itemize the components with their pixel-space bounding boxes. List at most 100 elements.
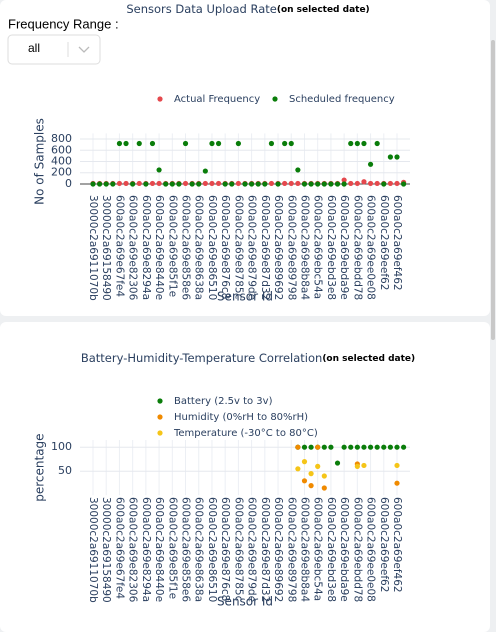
- legend-marker: [157, 414, 163, 420]
- x-tick-label: 600a0c2a69ef462: [391, 497, 403, 593]
- x-tick-label: 600a0c2a69ebd3e8: [325, 497, 337, 602]
- title-note: (on selected date): [277, 5, 370, 15]
- legend-label: Scheduled frequency: [289, 94, 395, 105]
- scrollbar[interactable]: [491, 40, 495, 340]
- y-axis-title: percentage: [33, 433, 47, 501]
- point: [116, 140, 123, 147]
- point: [235, 180, 241, 187]
- point: [130, 181, 136, 187]
- point: [123, 180, 129, 187]
- point: [301, 181, 308, 187]
- legend-label: Humidity (0%rH to 80%rH): [174, 412, 308, 423]
- point: [374, 180, 380, 187]
- x-tick-label: 600a0c2a69e879de: [246, 195, 258, 300]
- point: [268, 180, 275, 187]
- point: [110, 181, 116, 187]
- x-tick-label: 600a0c2a69e8294a: [140, 497, 152, 602]
- x-tick-label: 600a0c2a69ee0e08: [365, 195, 377, 300]
- point: [387, 154, 393, 160]
- point: [315, 463, 321, 469]
- point: [354, 180, 360, 187]
- point: [334, 460, 341, 466]
- legend-label: Temperature (-30°C to 80°C): [173, 428, 318, 439]
- point: [182, 140, 189, 147]
- x-tick-label: 600a0c2a69ebc54a: [312, 195, 324, 299]
- point: [255, 181, 261, 187]
- x-tick-label: 600a0c2a69e86510: [206, 195, 218, 300]
- chart-title: Sensors Data Upload Rate(on selected dat…: [126, 2, 369, 16]
- point: [308, 181, 314, 187]
- point: [123, 140, 129, 147]
- point: [229, 181, 235, 187]
- point: [295, 167, 301, 173]
- x-tick-label: 600a0c2a69ebd3e8: [325, 195, 337, 300]
- dropdown[interactable]: all: [7, 34, 101, 65]
- point: [401, 444, 407, 450]
- x-tick-label: 600a0c2a69e8785c: [232, 497, 244, 602]
- point: [295, 180, 301, 187]
- y-tick-label: 400: [51, 155, 72, 168]
- point: [361, 444, 367, 450]
- point: [275, 181, 281, 187]
- control-label: Frequency Range :: [8, 16, 119, 31]
- point: [354, 444, 360, 450]
- x-tick-label: 30000c2a6911070b: [87, 195, 99, 301]
- point: [182, 180, 189, 187]
- y-tick-label: 600: [51, 143, 72, 156]
- point: [202, 180, 208, 187]
- y-tick-label: 200: [51, 166, 72, 179]
- point: [367, 161, 374, 167]
- x-tick-label: 600a0c2a69eef62: [378, 497, 390, 592]
- x-tick-label: 600a0c2a69e67fe4: [113, 497, 125, 599]
- legend-marker: [157, 96, 163, 102]
- point: [176, 181, 182, 187]
- point: [189, 181, 195, 187]
- point: [169, 181, 175, 187]
- point: [301, 459, 308, 465]
- point: [354, 140, 360, 147]
- point: [308, 444, 314, 450]
- x-tick-label: 600a0c2a69e85f1e: [166, 497, 178, 599]
- x-tick-label: 600a0c2a69e89692: [272, 195, 284, 300]
- point: [163, 181, 169, 187]
- y-tick-label: 50: [58, 464, 72, 477]
- x-tick-label: 600a0c2a69e87d32: [259, 497, 271, 602]
- card: [0, 322, 490, 632]
- x-tick-label: 600a0c2a69e8b8a4: [298, 195, 310, 300]
- x-tick-label: 600a0c2a69e89798: [285, 497, 297, 602]
- x-tick-label: 600a0c2a69e89798: [285, 195, 297, 300]
- x-tick-label: 600a0c2a69e85f1e: [166, 195, 178, 297]
- x-tick-label: 30000c2a69158490: [100, 497, 112, 603]
- chart-title: Battery-Humidity-Temperature Correlation…: [81, 351, 415, 365]
- point: [249, 181, 255, 187]
- title-text: Sensors Data Upload Rate: [126, 2, 277, 16]
- x-tick-label: 600a0c2a69eef62: [378, 195, 390, 290]
- legend-marker: [157, 430, 163, 436]
- point: [361, 462, 367, 469]
- point: [394, 462, 400, 469]
- point: [295, 444, 301, 450]
- point: [156, 167, 162, 173]
- point: [308, 483, 314, 489]
- point: [301, 444, 308, 450]
- x-tick-label: 600a0c2a69e8294a: [140, 195, 152, 300]
- x-tick-label: 600a0c2a69ef462: [391, 195, 403, 291]
- x-tick-label: 600a0c2a69e8440e: [153, 195, 165, 300]
- x-tick-label: 600a0c2a69e67fe4: [113, 195, 125, 297]
- point: [328, 444, 334, 450]
- x-tick-label: 600a0c2a69ee0e08: [365, 497, 377, 602]
- legend-marker: [272, 96, 278, 102]
- legend-label: Battery (2.5v to 3v): [174, 396, 273, 407]
- point: [97, 181, 103, 187]
- x-tick-label: 600a0c2a69e87d32: [259, 195, 271, 300]
- point: [394, 154, 400, 160]
- point: [215, 140, 222, 147]
- point: [348, 444, 354, 450]
- x-tick-label: 600a0c2a69ebc54a: [312, 497, 324, 601]
- point: [235, 140, 241, 147]
- point: [334, 181, 341, 187]
- x-tick-label: 600a0c2a69ebdd78: [351, 497, 363, 602]
- title-text: Battery-Humidity-Temperature Correlation: [81, 351, 322, 365]
